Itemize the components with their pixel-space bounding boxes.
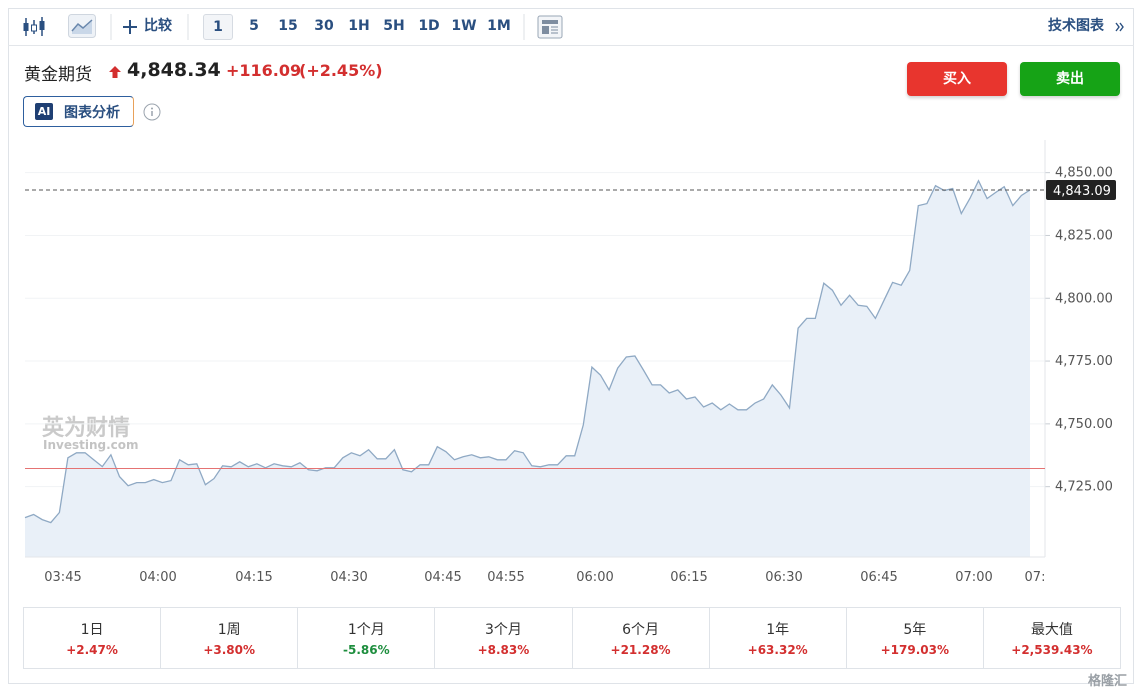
period-label: 1个月	[347, 622, 385, 638]
x-tick-label: 06:00	[576, 570, 613, 585]
sell-button[interactable]: 卖出	[1020, 62, 1120, 96]
y-tick-label: 4,725.00	[1055, 480, 1113, 495]
x-tick-label: 04:15	[235, 570, 272, 585]
chevron-icon[interactable]	[1115, 22, 1125, 32]
period-label: 1年	[766, 622, 790, 638]
x-tick-label: 04:00	[139, 570, 176, 585]
price-change: +116.09	[226, 61, 302, 80]
x-tick-label: 04:30	[330, 570, 367, 585]
x-tick-label: 07:	[1025, 570, 1046, 585]
performance-cell: 3个月 +8.83%	[435, 608, 573, 668]
line-chart-icon[interactable]	[68, 14, 96, 38]
y-tick-label: 4,775.00	[1055, 354, 1113, 369]
period-change: +8.83%	[477, 643, 530, 657]
price: 4,848.34	[127, 59, 221, 81]
performance-cell: 6个月 +21.28%	[573, 608, 710, 668]
interval-button[interactable]: 30	[314, 18, 334, 34]
period-label: 1周	[217, 622, 241, 638]
x-tick-label: 03:45	[44, 570, 81, 585]
performance-cell: 1周 +3.80%	[161, 608, 299, 668]
x-tick-label: 07:00	[955, 570, 992, 585]
divider	[110, 14, 112, 40]
interval-button[interactable]: 1W	[451, 18, 477, 34]
performance-cell: 最大值 +2,539.43%	[984, 608, 1120, 668]
corner-watermark: 格隆汇	[1088, 674, 1128, 689]
x-tick-label: 06:15	[670, 570, 707, 585]
layout-icon[interactable]	[537, 15, 563, 39]
info-icon[interactable]	[143, 103, 161, 121]
y-tick-label: 4,750.00	[1055, 417, 1113, 432]
period-label: 5年	[903, 622, 927, 638]
plus-icon[interactable]	[123, 20, 137, 34]
period-label: 3个月	[484, 622, 522, 638]
performance-cell: 5年 +179.03%	[847, 608, 984, 668]
candle-icon[interactable]	[22, 16, 46, 38]
x-tick-label: 04:55	[487, 570, 524, 585]
interval-button[interactable]: 5H	[383, 18, 405, 34]
price-line	[24, 179, 1031, 524]
buy-button[interactable]: 买入	[907, 62, 1007, 96]
period-change: -5.86%	[343, 643, 390, 657]
interval-button[interactable]: 1D	[418, 18, 440, 34]
panel	[8, 8, 1134, 684]
interval-button[interactable]: 5	[249, 18, 259, 34]
toolbar: 比较 1 5 15 30 1H 5H 1D 1W 1M 技术图表	[8, 8, 1134, 46]
interval-button[interactable]: 1M	[487, 18, 511, 34]
compare[interactable]: 比较	[144, 18, 172, 34]
period-change: +21.28%	[610, 643, 671, 657]
last-price-label: 4,843.09	[1053, 184, 1111, 199]
up-arrow-icon	[109, 66, 121, 78]
performance-cell: 1日 +2.47%	[24, 608, 162, 668]
area-fill	[25, 180, 1030, 557]
ai-badge: AI	[35, 103, 53, 120]
ai-analysis-button[interactable]: AI 图表分析	[23, 96, 134, 127]
instrument-name: 黄金期货	[24, 65, 92, 85]
period-change: +63.32%	[747, 643, 808, 657]
technical-chart-link[interactable]: 技术图表	[1048, 18, 1104, 34]
y-tick-label: 4,850.00	[1055, 166, 1113, 181]
last-price-box	[1046, 180, 1116, 201]
performance-cell: 1年 +63.32%	[710, 608, 847, 668]
x-tick-label: 04:45	[424, 570, 461, 585]
price-change-percent: (+2.45%)	[299, 61, 383, 80]
period-label: 最大值	[1030, 622, 1073, 638]
divider	[523, 14, 525, 40]
interval-button[interactable]: 1	[203, 14, 233, 40]
period-change: +179.03%	[880, 643, 949, 657]
period-change: +3.80%	[203, 643, 256, 657]
watermark: 英为财情	[42, 415, 130, 441]
y-tick-label: 4,825.00	[1055, 228, 1113, 243]
period-change: +2.47%	[66, 643, 118, 657]
y-tick-label: 4,800.00	[1055, 291, 1113, 306]
interval-button[interactable]: 1H	[348, 18, 370, 34]
ai-analysis-label: 图表分析	[64, 105, 120, 121]
x-tick-label: 06:45	[860, 570, 897, 585]
divider	[187, 14, 189, 40]
period-label: 6个月	[622, 622, 660, 638]
performance-cell: 1个月 -5.86%	[298, 608, 436, 668]
period-change: +2,539.43%	[1011, 643, 1093, 657]
x-tick-label: 06:30	[765, 570, 802, 585]
performance-table: 1日 +2.47% 1周 +3.80% 1个月 -5.86% 3个月 +8.83% 6个月 +21…	[23, 607, 1121, 669]
watermark: Investing.com	[43, 438, 139, 452]
period-label: 1日	[80, 622, 104, 638]
interval-button[interactable]: 15	[278, 18, 298, 34]
